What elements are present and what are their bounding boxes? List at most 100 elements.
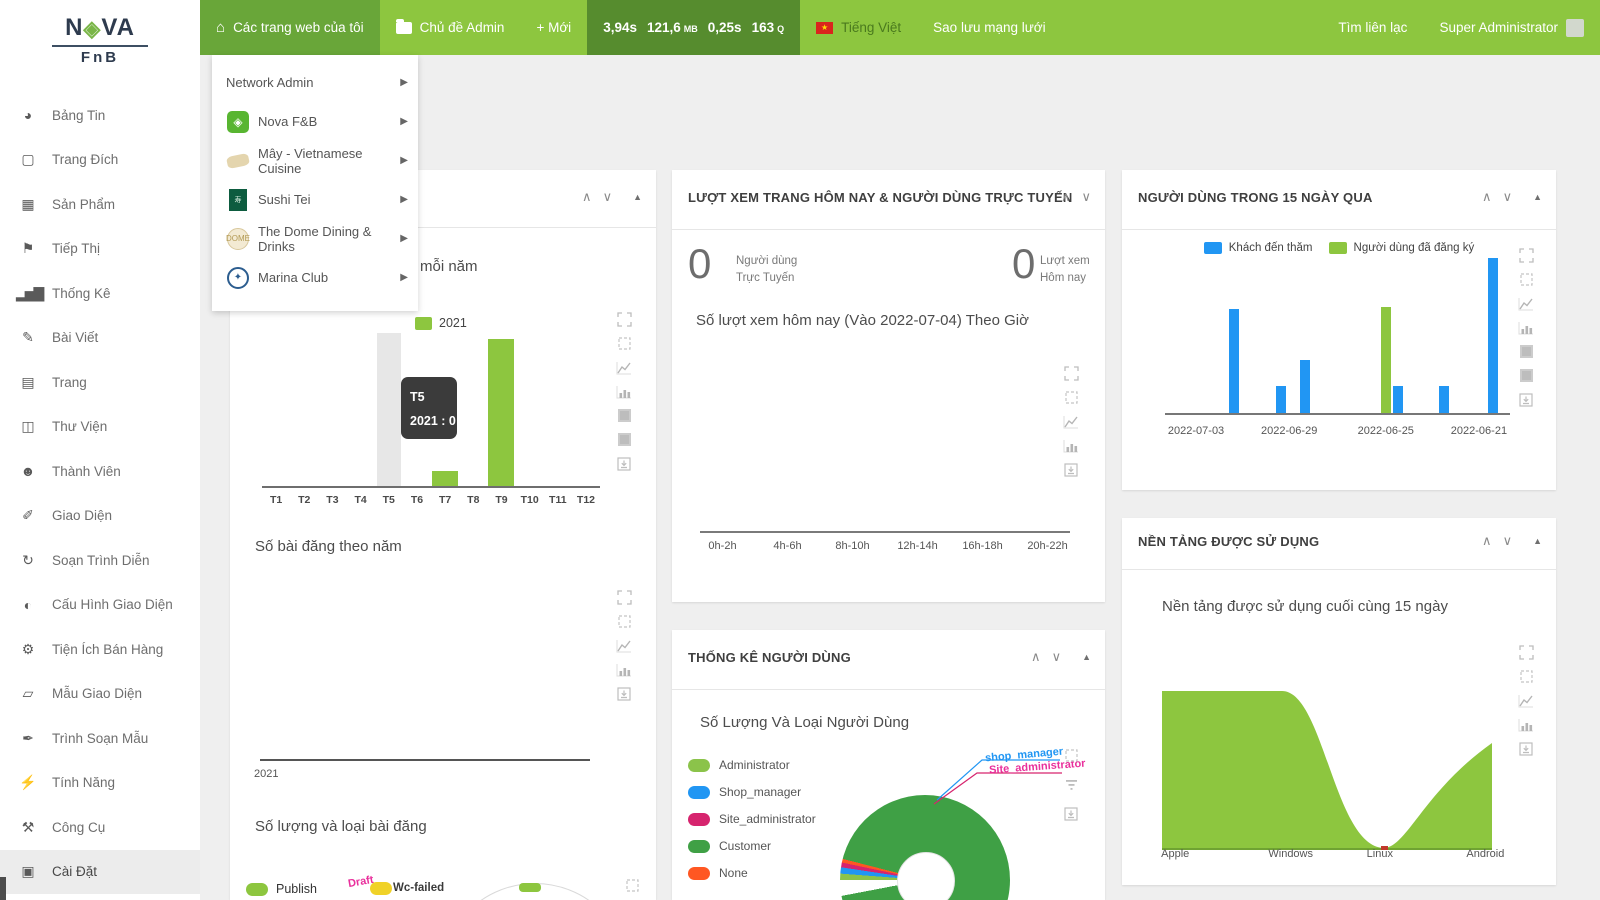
sidebar-item[interactable]: ⚑ Tiếp Thị [0,227,200,272]
sidebar-item[interactable]: ▤ Trang [0,360,200,405]
sidebar-item-label: Thống Kê [52,285,111,301]
fullscreen-icon[interactable] [616,312,632,327]
download-icon[interactable] [1518,741,1534,756]
move-up-icon[interactable]: ∧ [1060,189,1071,204]
legend-item[interactable]: Người dùng đã đăng ký [1328,242,1474,254]
legend-item[interactable]: Customer [688,839,816,853]
move-down-icon[interactable]: ∨ [1502,533,1513,548]
sidebar-item[interactable]: ☻ Thành Viên [0,449,200,494]
may-cuisine-logo [225,149,251,173]
scrollbar-thumb[interactable] [0,877,6,900]
grid-icon[interactable] [616,432,632,447]
grid-icon[interactable] [616,408,632,423]
line-chart-icon[interactable] [1063,414,1079,429]
selection-icon[interactable] [616,614,632,629]
sidebar-item[interactable]: ⚙ Tiện Ích Bán Hàng [0,627,200,672]
network-backup-button[interactable]: Sao lưu mạng lưới [917,0,1061,55]
move-down-icon[interactable]: ∨ [1502,189,1513,204]
sidebar-item[interactable]: ◐ Cấu Hình Giao Diện [0,583,200,628]
publish-slice [519,883,541,892]
collapse-icon[interactable]: ▲ [1082,652,1091,662]
bar-chart-icon[interactable] [616,384,632,399]
collapse-icon[interactable]: ▲ [633,192,642,202]
download-icon[interactable] [1063,806,1079,821]
sidebar-item[interactable]: ▱ Mẫu Giao Diện [0,672,200,717]
selection-icon[interactable] [1518,272,1534,287]
my-sites-menu-button[interactable]: ⌂ Các trang web của tôi [200,0,380,55]
dropdown-item[interactable]: Network Admin ▶ [212,63,418,102]
selection-icon[interactable] [1063,748,1079,763]
move-up-icon[interactable]: ∧ [1482,189,1492,204]
dropdown-item[interactable]: Mây - Vietnamese Cuisine ▶ [212,141,418,180]
line-chart-icon[interactable] [1518,693,1534,708]
nova-fnb-logo[interactable]: N◈VA FnB [0,0,200,92]
bar-chart-icon[interactable] [1518,320,1534,335]
legend-item[interactable]: Shop_manager [688,785,816,799]
move-up-icon[interactable]: ∧ [1482,533,1492,548]
move-up-icon[interactable]: ∧ [582,189,592,204]
move-down-icon[interactable]: ∨ [602,189,613,204]
bar-chart-icon[interactable] [616,662,632,677]
legend-2021[interactable]: 2021 [415,316,467,330]
bar-chart-icon[interactable] [1518,717,1534,732]
dropdown-item[interactable]: ◈ Nova F&B ▶ [212,102,418,141]
filter-icon[interactable] [1063,777,1079,792]
download-icon[interactable] [616,686,632,701]
sidebar-item[interactable]: ✒ Trình Soạn Mẫu [0,716,200,761]
sidebar-item[interactable]: ↻ Soạn Trình Diễn [0,538,200,583]
legend-item[interactable]: None [688,866,816,880]
fullscreen-icon[interactable] [616,590,632,605]
grid-icon[interactable] [1518,344,1534,359]
move-down-icon[interactable]: ∨ [1081,189,1091,204]
fullscreen-icon[interactable] [1518,645,1534,660]
dropdown-item[interactable]: DOME The Dome Dining & Drinks ▶ [212,219,418,258]
posts-monthly-chart: T5 2021 : 0 [262,333,600,488]
submenu-arrow-icon: ▶ [400,272,408,283]
selection-icon[interactable] [616,336,632,351]
line-chart-icon[interactable] [1518,296,1534,311]
sidebar-item[interactable]: ✐ Giao Diện [0,494,200,539]
download-icon[interactable] [616,456,632,471]
sidebar-item[interactable]: ✎ Bài Viết [0,316,200,361]
language-switcher[interactable]: ★ Tiếng Việt [800,0,917,55]
admin-theme-button[interactable]: Chủ đề Admin [380,0,521,55]
download-icon[interactable] [1063,462,1079,477]
line-chart-icon[interactable] [616,360,632,375]
sidebar-item[interactable]: ▢ Trang Đích [0,138,200,183]
line-chart-icon[interactable] [616,638,632,653]
selection-icon[interactable] [624,878,640,893]
legend-item[interactable]: Site_administrator [688,812,816,826]
fullscreen-icon[interactable] [1518,248,1534,263]
sidebar-item[interactable]: ◫ Thư Viện [0,405,200,450]
contact-label: Tìm liên lạc [1338,20,1408,35]
move-up-icon[interactable]: ∧ [1031,649,1041,664]
collapse-icon[interactable]: ▲ [1533,192,1542,202]
highlighted-column [376,333,401,486]
grid-icon[interactable] [1518,368,1534,383]
fullscreen-icon[interactable] [1063,366,1079,381]
chart-toolbar [1518,248,1534,407]
legend-item[interactable]: Administrator [688,758,816,772]
selection-icon[interactable] [1518,669,1534,684]
sidebar-item[interactable]: ◕ Bảng Tin [0,93,200,138]
dropdown-item[interactable]: 寿 Sushi Tei ▶ [212,180,418,219]
selection-icon[interactable] [1063,390,1079,405]
bar-chart-icon[interactable] [1063,438,1079,453]
dropdown-item[interactable]: ✦ Marina Club ▶ [212,258,418,297]
new-content-button[interactable]: + Mới [520,0,587,55]
sidebar-item[interactable]: ⚡ Tính Năng [0,761,200,806]
move-down-icon[interactable]: ∨ [1051,649,1062,664]
account-menu[interactable]: Super Administrator [1423,0,1600,55]
download-icon[interactable] [1518,392,1534,407]
sidebar-item[interactable]: ▂▅▇ Thống Kê [0,271,200,316]
sidebar-item[interactable]: ⚒ Công Cụ [0,805,200,850]
collapse-icon[interactable]: ▲ [1533,536,1542,546]
online-users-count: 0 [688,240,712,287]
legend-publish[interactable]: Publish [246,882,317,896]
sidebar-item[interactable]: ▦ Sản Phẩm [0,182,200,227]
logo-rule [52,45,148,47]
user-bar [1439,386,1450,413]
sidebar-item[interactable]: ▣ Cài Đặt [0,849,200,894]
legend-item[interactable]: Khách đến thăm [1203,242,1313,254]
contact-button[interactable]: Tìm liên lạc [1322,0,1423,55]
